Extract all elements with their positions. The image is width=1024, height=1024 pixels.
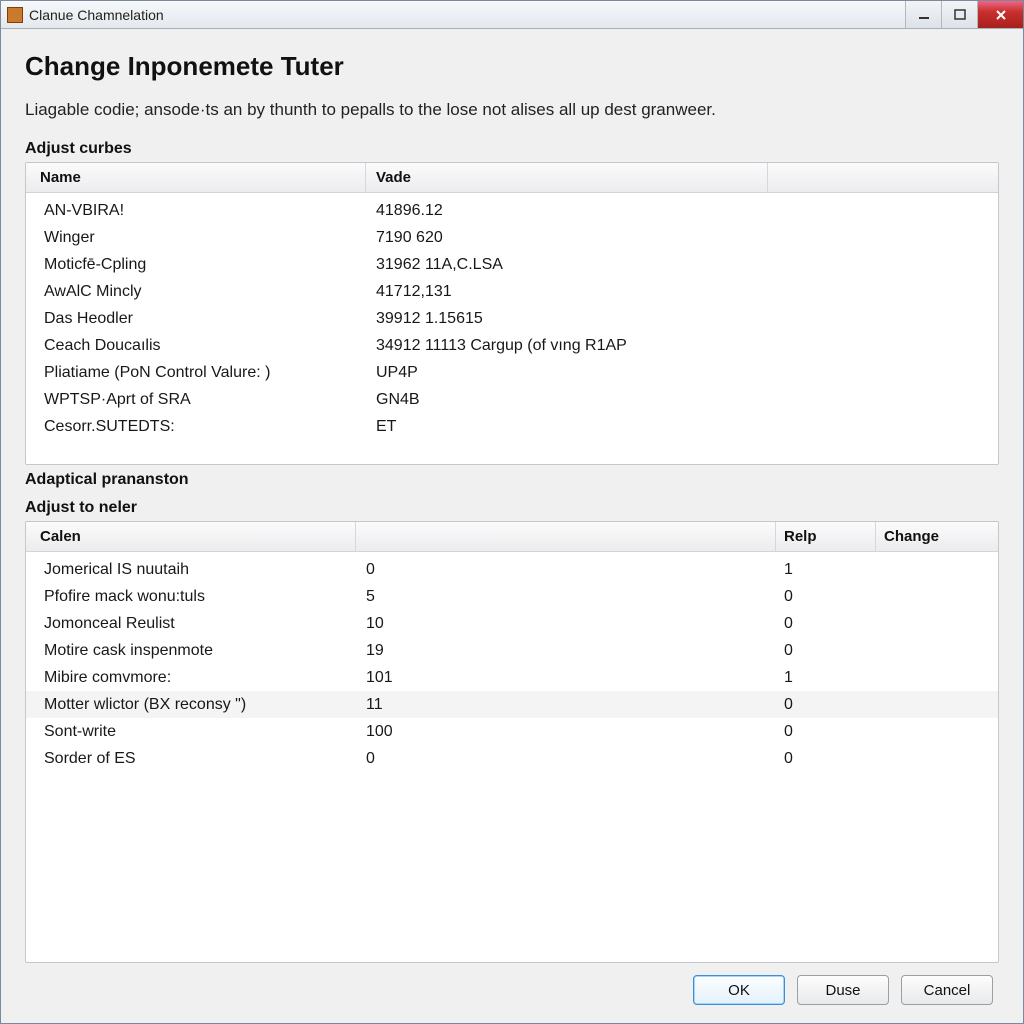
cell-relp: 1 [776,561,876,579]
table-row[interactable]: Pfofire mack wonu:tuls50 [26,583,998,610]
maximize-button[interactable] [941,1,977,28]
cell-relp: 0 [776,750,876,768]
section-label-adjust-neler: Adjust to neler [25,499,999,517]
ok-button[interactable]: OK [693,975,785,1005]
cell-value: 100 [356,723,776,741]
cell-value: 0 [356,561,776,579]
table-row[interactable]: WPTSP·Aprt of SRAGN4B [26,386,998,413]
cell-value: 5 [356,588,776,606]
button-bar: OK Duse Cancel [25,963,999,1009]
cell-relp: 0 [776,723,876,741]
table-adjust-curbes: Name Vade AN-VBIRA!41896.12Winger7190 62… [25,162,999,465]
table-row[interactable]: Sorder of ES00 [26,745,998,772]
cell-value: 10 [356,615,776,633]
cell-name: Cesorr.SUTEDTS: [26,418,366,436]
table-row[interactable]: AN-VBIRA!41896.12 [26,197,998,224]
dialog-body: Change Inponemete Tuter Liagable codie; … [1,29,1023,1023]
col-header-vade[interactable]: Vade [366,163,768,192]
cell-vade: 41712,131 [366,283,998,301]
cell-relp: 1 [776,669,876,687]
cell-name: AN-VBIRA! [26,202,366,220]
table-row[interactable]: Sont-write1000 [26,718,998,745]
table-row[interactable]: Moticfē-Cpling31962 11A,C.LSA [26,251,998,278]
close-icon [994,8,1008,22]
cell-vade: 41896.12 [366,202,998,220]
table-adjust-neler: Calen Relp Change Jomerical IS nuutaih01… [25,521,999,963]
cell-value: 101 [356,669,776,687]
cell-vade: ET [366,418,998,436]
col-header-blank[interactable] [356,522,776,551]
table-row[interactable]: Jomerical IS nuutaih01 [26,556,998,583]
cell-relp: 0 [776,615,876,633]
table-row[interactable]: Pliatiame (PoN Control Valure: )UP4P [26,359,998,386]
cell-vade: 31962 11A,C.LSA [366,256,998,274]
minimize-icon [918,9,930,21]
dialog-window: Clanue Chamnelation Change Inponemete Tu… [0,0,1024,1024]
table-header: Name Vade [26,163,998,193]
cell-value: 19 [356,642,776,660]
close-button[interactable] [977,1,1023,28]
section-label-adjust-curbes: Adjust curbes [25,140,999,158]
col-header-calen[interactable]: Calen [26,522,356,551]
cell-relp: 0 [776,696,876,714]
section-label-adaptical: Adaptical prananston [25,471,999,489]
maximize-icon [954,9,966,21]
cell-relp: 0 [776,642,876,660]
cell-vade: 34912 11113 Cargup (of vıng R1AP [366,337,998,355]
cell-calen: Jomerical IS nuutaih [26,561,356,579]
duse-button[interactable]: Duse [797,975,889,1005]
app-icon [7,7,23,23]
table-header: Calen Relp Change [26,522,998,552]
table-row[interactable]: Ceach Doucaılis34912 11113 Cargup (of vı… [26,332,998,359]
minimize-button[interactable] [905,1,941,28]
cell-name: Das Heodler [26,310,366,328]
cell-calen: Jomonceal Reulist [26,615,356,633]
cell-value: 11 [356,696,776,714]
cell-calen: Sorder of ES [26,750,356,768]
cell-name: Ceach Doucaılis [26,337,366,355]
cell-value: 0 [356,750,776,768]
cell-calen: Mibire comvmore: [26,669,356,687]
cell-name: Pliatiame (PoN Control Valure: ) [26,364,366,382]
table-row[interactable]: Motter wlictor (BX reconsy ")110 [26,691,998,718]
table-row[interactable]: Mibire comvmore:1011 [26,664,998,691]
cell-calen: Motter wlictor (BX reconsy ") [26,696,356,714]
cell-vade: GN4B [366,391,998,409]
cancel-button[interactable]: Cancel [901,975,993,1005]
cell-calen: Pfofire mack wonu:tuls [26,588,356,606]
col-header-change[interactable]: Change [876,528,998,545]
table-row[interactable]: Cesorr.SUTEDTS:ET [26,413,998,440]
cell-relp: 0 [776,588,876,606]
table-row[interactable]: Motire cask inspenmote190 [26,637,998,664]
table-row[interactable]: Winger7190 620 [26,224,998,251]
cell-name: Moticfē-Cpling [26,256,366,274]
page-description: Liagable codie; ansode·ts an by thunth t… [25,100,999,120]
cell-vade: 7190 620 [366,229,998,247]
table-row[interactable]: Das Heodler39912 1.15615 [26,305,998,332]
cell-calen: Motire cask inspenmote [26,642,356,660]
cell-vade: UP4P [366,364,998,382]
col-header-relp[interactable]: Relp [776,522,876,551]
cell-name: WPTSP·Aprt of SRA [26,391,366,409]
window-title: Clanue Chamnelation [29,7,164,23]
cell-calen: Sont-write [26,723,356,741]
table-row[interactable]: Jomonceal Reulist100 [26,610,998,637]
titlebar[interactable]: Clanue Chamnelation [1,1,1023,29]
col-header-name[interactable]: Name [26,163,366,192]
cell-name: AwAlC Mincly [26,283,366,301]
table-row[interactable]: AwAlC Mincly41712,131 [26,278,998,305]
cell-name: Winger [26,229,366,247]
cell-vade: 39912 1.15615 [366,310,998,328]
page-title: Change Inponemete Tuter [25,51,999,82]
